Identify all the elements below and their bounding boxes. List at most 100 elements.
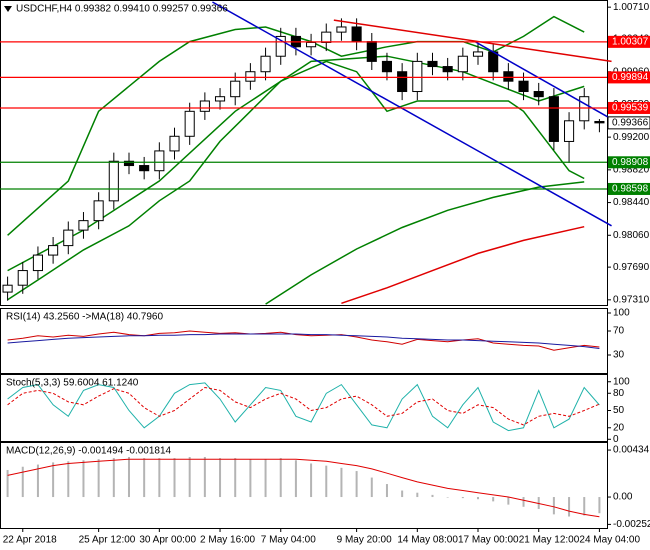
menu-arrow[interactable]	[4, 6, 12, 12]
histogram-bar	[264, 459, 267, 498]
indicator-line	[7, 333, 600, 349]
panel-frame	[0, 374, 608, 442]
candle-body	[154, 150, 165, 172]
x-tick-label: 9 May 20:00	[337, 535, 392, 546]
histogram-bar	[6, 469, 9, 498]
histogram-bar	[416, 492, 419, 498]
candle-body	[457, 55, 468, 73]
indicator-line	[7, 60, 585, 301]
histogram-bar	[568, 497, 571, 517]
candle-body	[93, 200, 104, 222]
candle-body	[488, 51, 499, 73]
histogram-bar	[507, 497, 510, 505]
y-tick-label: 0.99200	[613, 132, 650, 143]
histogram-bar	[67, 461, 70, 498]
candle-body	[230, 80, 241, 98]
candle-body	[351, 26, 362, 43]
histogram-bar	[82, 460, 85, 498]
y-tick-label: -0.002527	[613, 519, 650, 530]
indicator-line	[7, 386, 600, 426]
trend-line	[333, 19, 612, 63]
candle-body	[306, 41, 317, 48]
y-tick-label: 100	[613, 308, 630, 319]
level-label: 1.00307	[612, 36, 649, 47]
indicator-line	[7, 55, 585, 272]
y-tick-label: 0.00434	[613, 445, 650, 456]
x-tick-label: 21 May 12:00	[519, 535, 580, 546]
candle-body	[245, 71, 256, 82]
level-label-box	[608, 35, 650, 48]
y-tick-label: 20	[613, 422, 625, 433]
level-label: 0.98908	[612, 157, 649, 168]
histogram-bar	[583, 497, 586, 516]
panel-frame	[0, 0, 608, 306]
y-tick-label: 30	[613, 350, 625, 361]
price-label: 0.99366	[612, 117, 649, 128]
candle-body	[366, 41, 377, 62]
level-label: 0.98598	[612, 184, 649, 195]
price-label-box	[607, 116, 650, 130]
candle-body	[17, 270, 28, 286]
candle-body	[533, 91, 544, 98]
indicator-line	[7, 382, 600, 432]
candle-body	[472, 51, 484, 57]
histogram-bar	[234, 458, 237, 498]
histogram-bar	[203, 456, 206, 498]
level-label-box	[608, 101, 650, 114]
histogram-bar	[52, 462, 55, 498]
histogram-bar	[461, 497, 464, 499]
histogram-bar	[173, 458, 176, 498]
candle-body	[199, 100, 210, 112]
histogram-bar	[36, 464, 39, 498]
trend-line	[474, 40, 612, 120]
candle-body	[594, 120, 605, 124]
candle-body	[397, 71, 408, 93]
histogram-bar	[385, 484, 388, 498]
candle-body	[139, 165, 150, 172]
x-tick-label: 22 Apr 2018	[3, 535, 57, 546]
histogram-bar	[340, 467, 343, 498]
histogram-bar	[143, 458, 146, 498]
candle-body	[32, 254, 43, 272]
y-tick-label: 1.00710	[613, 2, 650, 13]
histogram-bar	[477, 497, 480, 500]
histogram-bar	[446, 497, 449, 498]
y-tick-label: 0.97690	[613, 262, 650, 273]
histogram-bar	[127, 456, 130, 498]
y-tick-label: 0.98440	[613, 197, 650, 208]
candle-body	[2, 284, 13, 293]
panel-frame	[0, 308, 608, 374]
y-tick-label: 0.00	[613, 492, 633, 503]
candle-body	[548, 96, 559, 142]
candle-body	[321, 31, 332, 43]
y-tick-label: 0	[613, 434, 619, 445]
histogram-bar	[355, 471, 358, 498]
level-label-box	[608, 156, 650, 169]
candle-body	[564, 120, 575, 142]
candle-body	[579, 96, 590, 122]
level-label: 0.99894	[612, 72, 649, 83]
level-label-box	[608, 182, 650, 195]
candle-body	[214, 96, 226, 102]
histogram-bar	[325, 465, 328, 498]
panel-title: RSI(14) 43.2560 ->MA(18) 40.7960	[6, 312, 163, 323]
histogram-bar	[97, 459, 100, 498]
y-tick-label: 50	[613, 405, 625, 416]
histogram-bar	[279, 458, 282, 498]
histogram-bar	[112, 458, 115, 498]
histogram-bar	[401, 490, 404, 498]
histogram-bar	[522, 497, 525, 507]
y-tick-label: 0.97310	[613, 294, 650, 305]
histogram-bar	[188, 456, 191, 498]
candle-body	[275, 35, 286, 57]
chart-title: USDCHF,H4 0.99382 0.99410 0.99257 0.9936…	[16, 4, 228, 15]
indicator-line	[7, 330, 600, 351]
y-tick-label: 100	[613, 376, 630, 387]
x-tick-label: 2 May 16:00	[200, 535, 255, 546]
histogram-bar	[21, 466, 24, 498]
y-tick-label: 80	[613, 388, 625, 399]
histogram-bar	[598, 497, 601, 514]
candle-body	[78, 220, 89, 231]
